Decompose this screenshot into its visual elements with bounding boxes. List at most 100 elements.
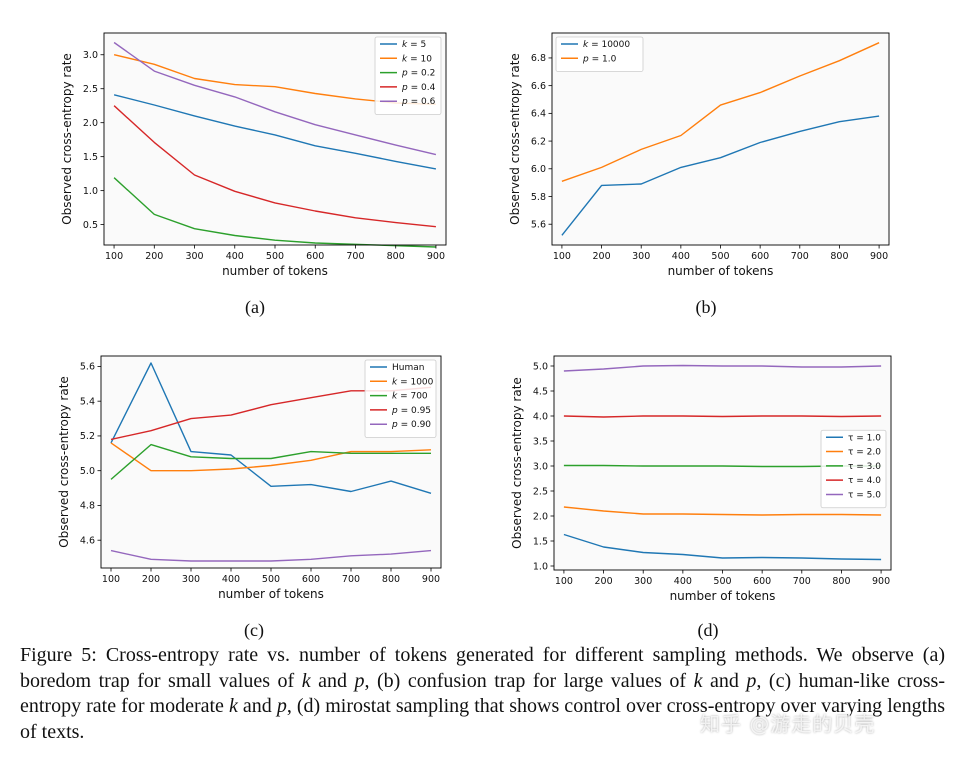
series-line-c-2 [110,443,431,480]
legend-value: τ = 5.0 [848,490,881,500]
x-tick-label: 200 [145,251,163,262]
y-tick-label: 5.8 [531,192,546,203]
legend-value: τ = 2.0 [848,448,881,458]
legend-label: k = 10 [402,54,432,64]
x-axis-label: number of tokens [222,264,328,278]
caption-p2: p [746,669,757,692]
legend-value: = 0.90 [398,420,432,430]
caption-k3: k [228,695,238,717]
y-tick-label: 1.5 [83,152,98,163]
caption-text-c: , (c) human-like cross-entropy rate for … [20,669,945,718]
x-tick-label: 700 [342,574,360,585]
caption-and1: and [310,669,355,692]
legend-box [555,36,644,72]
x-tick-label: 400 [226,251,244,262]
legend-value: = 0.2 [408,69,436,79]
legend-value: = 0.6 [408,97,436,107]
x-tick-label: 800 [832,576,850,587]
legend-label: p = 0.6 [401,97,436,107]
x-axis-label: number of tokens [218,587,324,601]
x-axis-label: number of tokens [668,264,774,278]
series-line-d-0 [563,533,882,561]
legend-value: τ = 4.0 [848,476,881,486]
x-tick-label: 300 [632,251,650,262]
series-line-a-0 [113,94,437,170]
legend-value: = 1000 [397,377,433,387]
y-tick-label: 6.4 [531,109,546,120]
series-line-d-4 [563,364,882,372]
caption-text-lead: Figure 5: Cross-entropy rate vs. number … [20,644,945,692]
series-line-b-1 [561,42,880,182]
x-tick-label: 600 [302,574,320,585]
legend-value: = 0.4 [408,83,436,93]
x-tick-label: 900 [422,574,440,585]
y-tick-label: 6.6 [531,81,546,92]
legend: k = 5k = 10p = 0.2p = 0.4p = 0.6 [374,36,442,115]
x-tick-label: 900 [870,251,888,262]
legend-value: = 5 [407,40,426,50]
legend-label: τ = 4.0 [848,476,881,486]
x-tick-label: 400 [222,574,240,585]
legend: k = 10000 p = 1.0 [555,36,644,72]
panel-label: (c) [244,620,264,640]
legend-var: p [401,69,408,79]
y-tick-label: 1.0 [83,186,98,197]
chart-a: 100 200 300 400 500 600 700 800 900 0.5 1.0 1.5 2.0 2… [60,32,447,318]
y-tick-label: 1.0 [533,561,548,572]
x-tick-label: 300 [182,574,200,585]
x-tick-label: 800 [387,251,405,262]
series-line-c-4 [110,549,432,562]
y-tick-label: 2.5 [533,486,548,497]
x-tick-label: 500 [262,574,280,585]
x-tick-label: 700 [793,576,811,587]
x-tick-label: 800 [830,251,848,262]
legend-label: τ = 3.0 [848,462,881,472]
legend-label: k = 1000 [392,377,434,387]
y-tick-label: 3.0 [83,50,98,61]
legend-value: τ = 1.0 [848,433,881,443]
series-line-d-3 [563,415,882,418]
x-tick-label: 600 [753,576,771,587]
legend-label: τ = 5.0 [848,490,881,500]
y-tick-label: 5.0 [533,361,548,372]
legend-label: p = 1.0 [582,54,617,64]
y-tick-label: 6.0 [531,164,546,175]
legend-box [364,359,437,438]
y-tick-label: 4.5 [533,386,548,397]
x-tick-label: 300 [634,576,652,587]
legend-label: τ = 2.0 [848,448,881,458]
legend-value: Human [392,363,424,373]
y-tick-label: 4.8 [80,501,95,512]
legend-value: τ = 3.0 [848,462,881,472]
legend-value: = 1.0 [589,54,617,64]
series-line-d-1 [563,506,882,516]
y-tick-label: 2.0 [533,511,548,522]
y-tick-label: 2.5 [83,84,98,95]
y-axis-label: Observed cross-entropy rate [508,53,522,225]
series-line-c-1 [110,442,432,472]
legend-var: p [582,54,589,64]
y-tick-label: 5.0 [80,466,95,477]
y-axis-label: Observed cross-entropy rate [60,53,74,225]
legend-var: k [583,40,589,50]
y-axis-label: Observed cross-entropy rate [57,376,71,548]
x-tick-label: 700 [791,251,809,262]
x-tick-label: 400 [674,576,692,587]
figure-caption: Figure 5: Cross-entropy rate vs. number … [20,643,945,745]
x-tick-label: 900 [872,576,890,587]
legend-label: Human [392,363,424,373]
legend-label: k = 10000 [583,40,630,50]
x-tick-label: 500 [711,251,729,262]
legend-var: k [402,40,408,50]
x-tick-label: 900 [427,251,445,262]
panel-label: (b) [696,297,717,318]
y-tick-label: 4.0 [533,411,548,422]
series-line-c-0 [110,362,432,494]
x-tick-label: 500 [266,251,284,262]
y-tick-label: 5.6 [80,362,95,373]
legend-value: = 700 [397,392,428,402]
legend-value: = 10000 [588,40,630,50]
x-tick-label: 100 [553,251,571,262]
chart-c: 100 200 300 400 500 600 700 800 900 4.6 4.8 5.0 5.2 5… [57,355,442,640]
